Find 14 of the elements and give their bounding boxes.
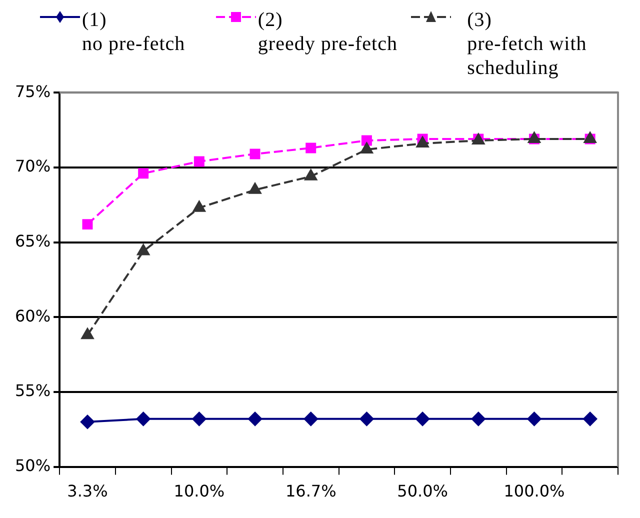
x-tick-label: 100.0% — [504, 482, 565, 501]
y-tick-label: 75% — [15, 82, 51, 101]
x-tick-label: 3.3% — [67, 482, 108, 501]
y-tick-label: 70% — [15, 156, 51, 176]
y-tick-label: 55% — [15, 381, 51, 400]
x-tick-label: 50.0% — [397, 482, 448, 501]
y-tick-label: 65% — [15, 231, 51, 250]
legend-label: (3) pre-fetch with scheduling — [466, 8, 588, 80]
y-tick-label: 50% — [15, 456, 51, 475]
x-tick-label: 10.0% — [174, 482, 225, 501]
legend-label: (1) no pre-fetch — [82, 8, 186, 56]
legend-label: (2) greedy pre-fetch — [258, 8, 398, 56]
x-tick-label: 16.7% — [285, 482, 336, 501]
y-tick-label: 60% — [15, 306, 51, 326]
